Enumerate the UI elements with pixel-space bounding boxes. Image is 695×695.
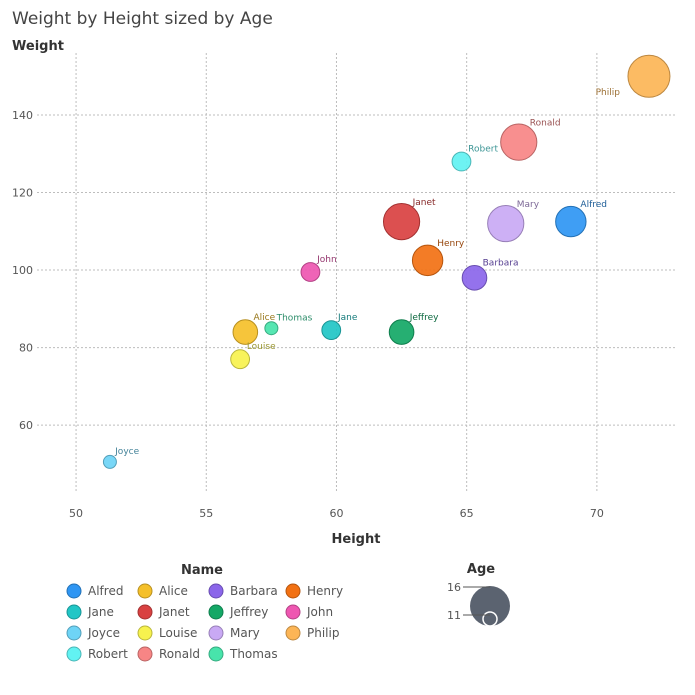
- y-tick-label: 100: [12, 264, 33, 277]
- size-legend-large-circle: [470, 586, 510, 626]
- legend-swatch-janet[interactable]: [137, 604, 153, 620]
- data-label-alice: Alice: [253, 313, 275, 323]
- data-label-joyce: Joyce: [114, 447, 139, 457]
- bubble-janet[interactable]: [382, 203, 421, 241]
- legend-swatch-joyce[interactable]: [66, 625, 82, 641]
- axis-ticks: 50 55 60 65 70 60 80 100 120 140: [12, 109, 604, 520]
- data-label-jane: Jane: [337, 313, 358, 323]
- size-legend-small-circle: [482, 611, 498, 627]
- bubble-louise[interactable]: [230, 349, 251, 370]
- legend-swatch-philip[interactable]: [285, 625, 301, 641]
- legend-label-ronald[interactable]: Ronald: [159, 647, 200, 661]
- legend-label-barbara[interactable]: Barbara: [230, 584, 278, 598]
- legend-label-mary[interactable]: Mary: [230, 626, 260, 640]
- legend-swatch-jeffrey[interactable]: [208, 604, 224, 620]
- bubble-john[interactable]: [300, 262, 321, 282]
- data-label-alfred: Alfred: [580, 200, 607, 210]
- x-tick-label: 70: [590, 507, 604, 520]
- y-tick-label: 140: [12, 109, 33, 122]
- data-label-barbara: Barbara: [483, 259, 519, 269]
- bubble-robert[interactable]: [451, 151, 472, 172]
- data-label-janet: Janet: [412, 198, 436, 208]
- bubbles: [102, 54, 671, 469]
- legend-label-alfred[interactable]: Alfred: [88, 584, 123, 598]
- legend-label-janet[interactable]: Janet: [158, 605, 190, 619]
- chart-title: Weight by Height sized by Age: [12, 9, 273, 29]
- legend-swatch-alice[interactable]: [137, 583, 153, 599]
- legend-label-philip[interactable]: Philip: [307, 626, 339, 640]
- size-legend-value-max: 16: [447, 581, 461, 594]
- data-label-philip: Philip: [596, 88, 621, 98]
- legend-swatch-alfred[interactable]: [66, 583, 82, 599]
- bubble-barbara[interactable]: [461, 265, 488, 291]
- legend-swatch-john[interactable]: [285, 604, 301, 620]
- size-legend-value-min: 11: [447, 609, 461, 622]
- y-axis-title: Weight: [12, 39, 64, 54]
- legend-swatch-louise[interactable]: [137, 625, 153, 641]
- legend-title: Name: [181, 563, 223, 578]
- data-label-ronald: Ronald: [530, 119, 561, 129]
- legend-label-louise[interactable]: Louise: [159, 626, 197, 640]
- x-tick-label: 60: [329, 507, 343, 520]
- legend-label-john[interactable]: John: [306, 605, 333, 619]
- y-tick-label: 60: [19, 419, 33, 432]
- legend-label-alice[interactable]: Alice: [159, 584, 188, 598]
- data-label-henry: Henry: [437, 239, 465, 249]
- legend-swatch-mary[interactable]: [208, 625, 224, 641]
- bubble-mary[interactable]: [487, 204, 525, 243]
- legend-label-jane[interactable]: Jane: [87, 605, 114, 619]
- y-tick-label: 80: [19, 342, 33, 355]
- bubble-ronald[interactable]: [500, 123, 538, 161]
- data-label-jeffrey: Jeffrey: [409, 313, 439, 323]
- legend-swatch-robert[interactable]: [66, 646, 82, 662]
- legend-swatch-barbara[interactable]: [208, 583, 224, 599]
- bubble-alfred[interactable]: [555, 205, 587, 238]
- size-legend-title: Age: [467, 562, 495, 577]
- data-label-john: John: [316, 255, 337, 265]
- bubble-thomas[interactable]: [264, 321, 279, 336]
- data-label-mary: Mary: [517, 200, 540, 210]
- legend-label-jeffrey[interactable]: Jeffrey: [229, 605, 268, 619]
- x-tick-label: 65: [460, 507, 474, 520]
- grid-lines: [37, 53, 675, 491]
- legend-swatch-ronald[interactable]: [137, 646, 153, 662]
- bubble-philip[interactable]: [627, 54, 671, 98]
- x-axis-title: Height: [332, 532, 381, 547]
- bubble-jeffrey[interactable]: [388, 319, 415, 345]
- y-tick-label: 120: [12, 187, 33, 200]
- legend-label-henry[interactable]: Henry: [307, 584, 343, 598]
- legend-label-joyce[interactable]: Joyce: [87, 626, 120, 640]
- bubble-joyce[interactable]: [102, 454, 117, 469]
- legend-swatch-thomas[interactable]: [208, 646, 224, 662]
- legend-swatch-jane[interactable]: [66, 604, 82, 620]
- bubble-jane[interactable]: [321, 320, 342, 341]
- data-labels: Alfred Alice Barbara Henry Jane Janet Jeffrey J…: [114, 88, 620, 457]
- legend-swatch-henry[interactable]: [285, 583, 301, 599]
- x-tick-label: 50: [69, 507, 83, 520]
- name-legend: Alfred Alice Barbara Henry Jane Janet Jeffrey J…: [66, 583, 343, 662]
- x-tick-label: 55: [199, 507, 213, 520]
- bubble-henry[interactable]: [411, 244, 444, 277]
- legend-label-thomas[interactable]: Thomas: [229, 647, 278, 661]
- data-label-louise: Louise: [247, 342, 276, 352]
- bubble-alice[interactable]: [232, 319, 259, 345]
- data-label-thomas: Thomas: [276, 313, 313, 323]
- legend-label-robert[interactable]: Robert: [88, 647, 128, 661]
- data-label-robert: Robert: [468, 144, 498, 154]
